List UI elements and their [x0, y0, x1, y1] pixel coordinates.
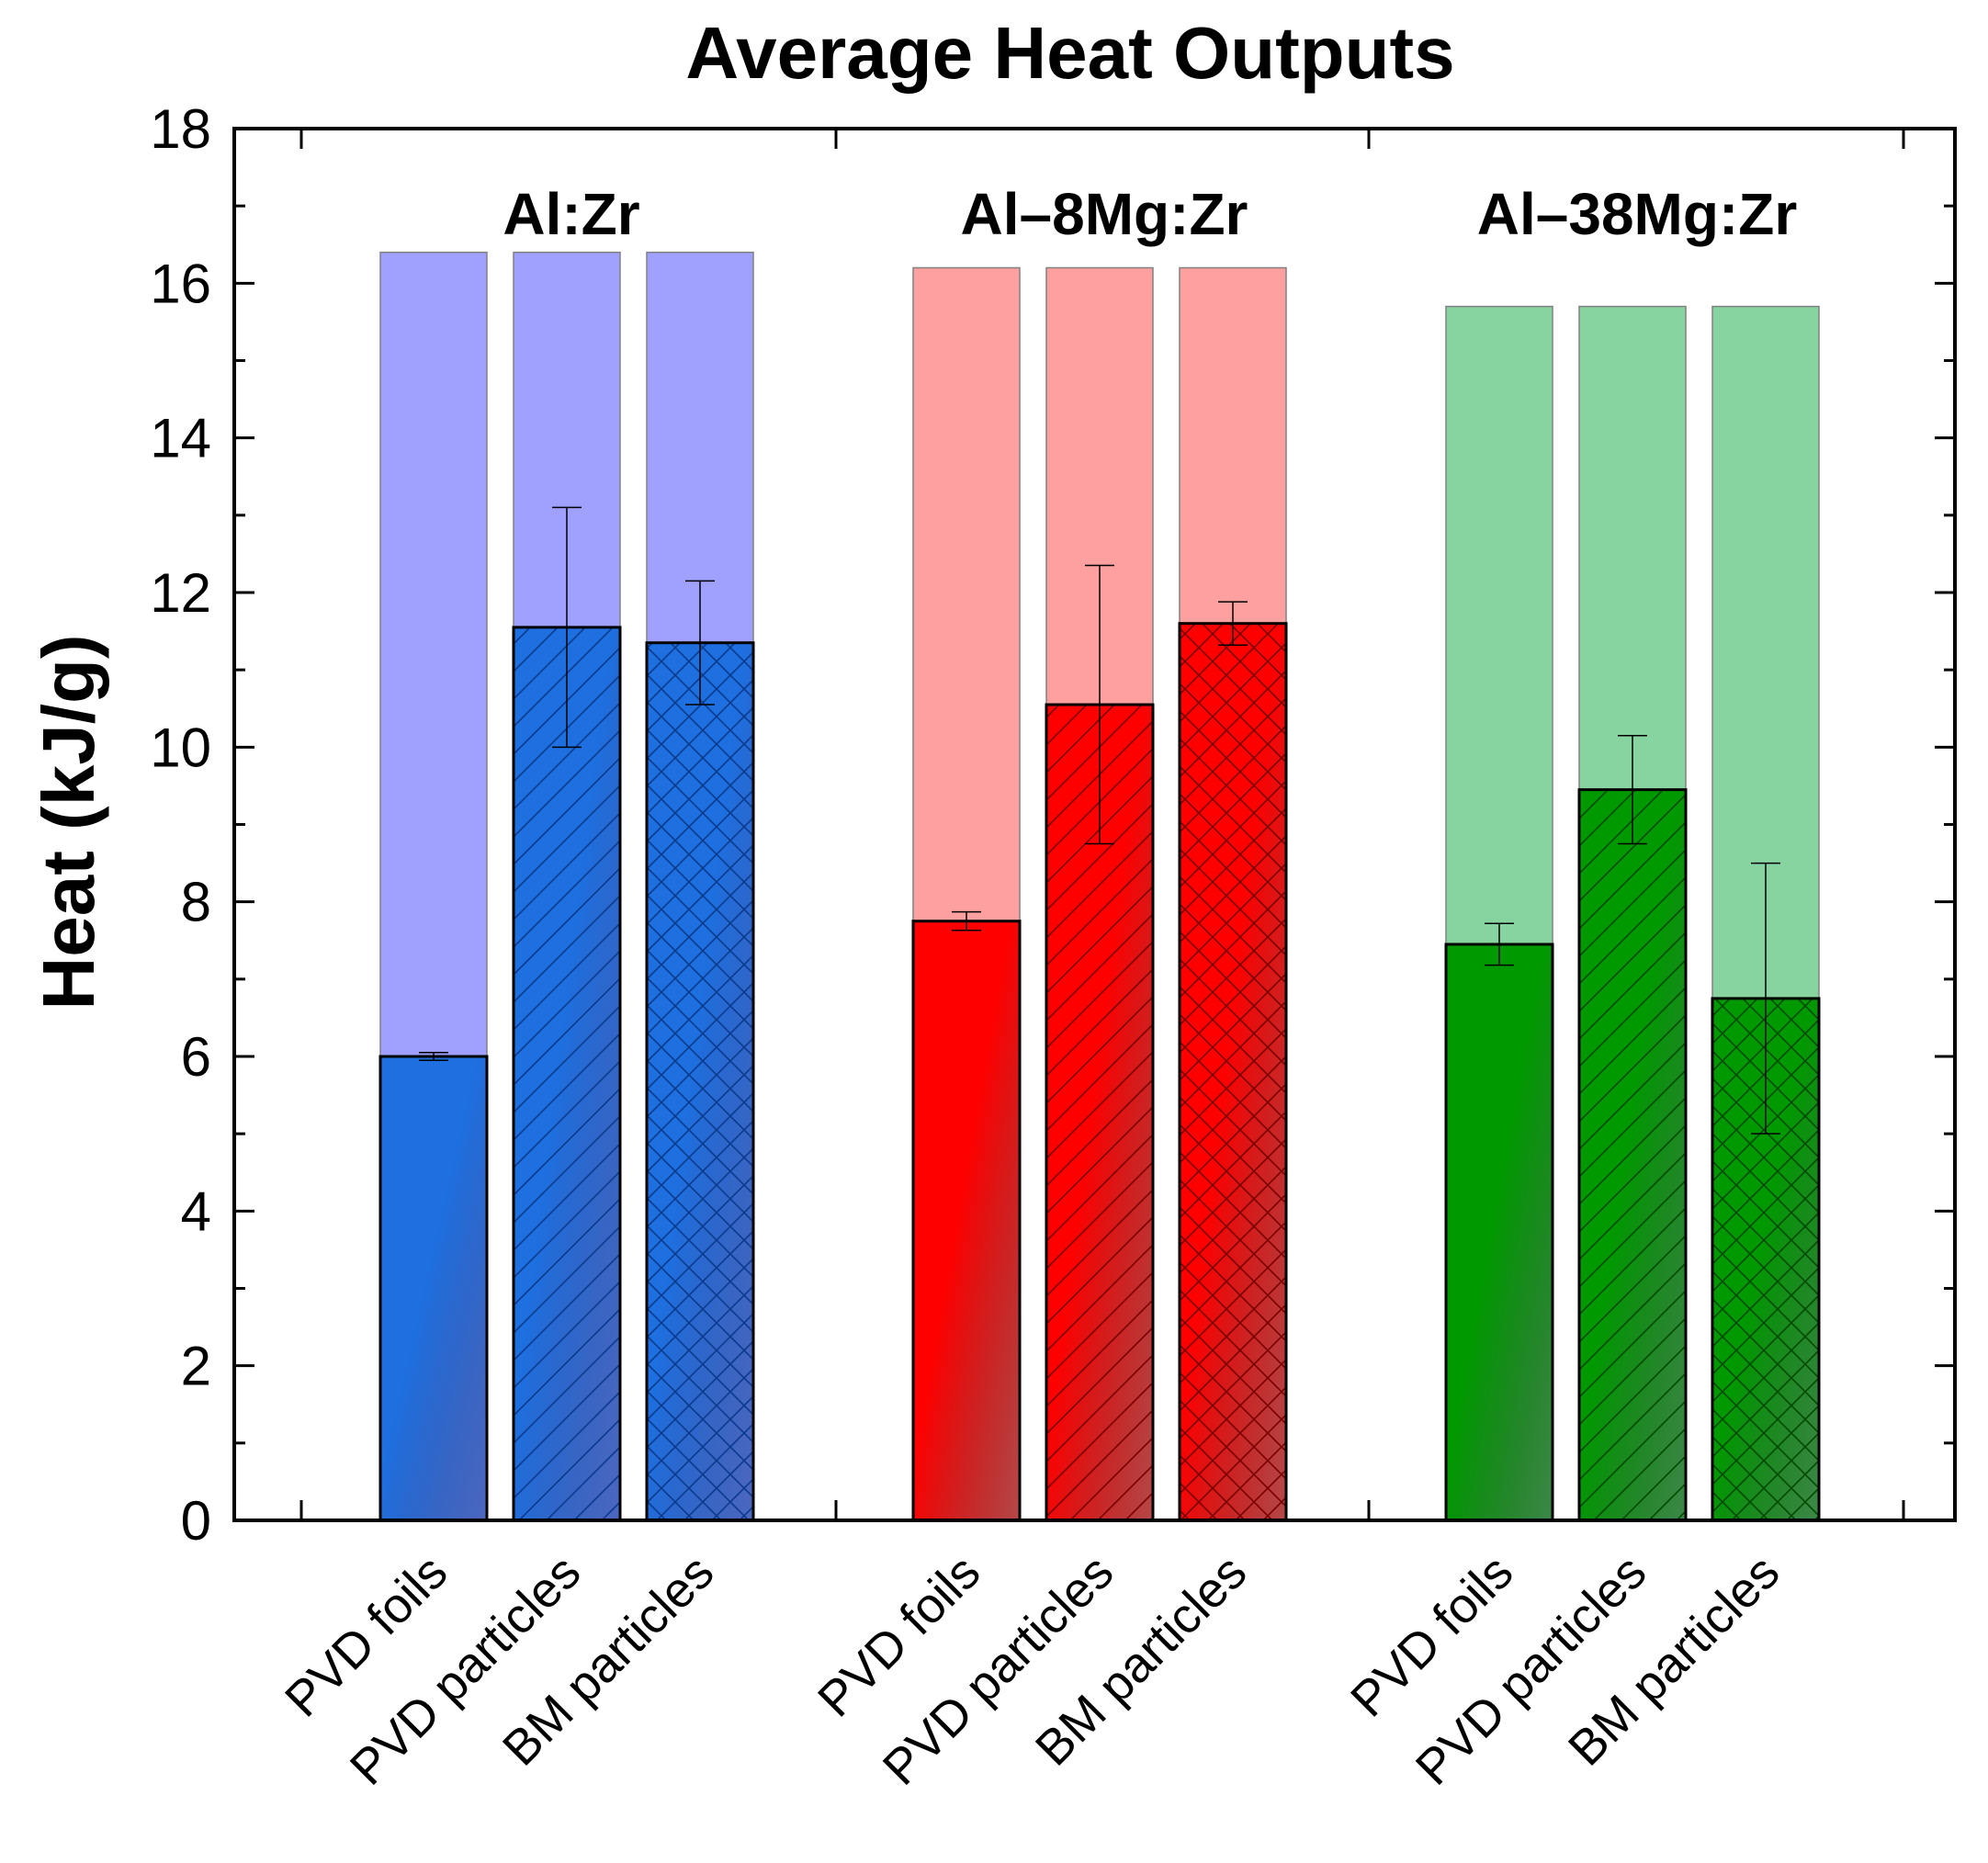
y-tick-label: 18	[150, 98, 211, 160]
bar-hatch	[647, 642, 753, 1520]
y-tick-label: 16	[150, 253, 211, 314]
bar-hatch	[1180, 623, 1286, 1520]
group-label: Al–8Mg:Zr	[961, 181, 1248, 247]
category-label: PVD particles	[340, 1544, 592, 1796]
y-tick-label: 12	[150, 562, 211, 624]
bar-base	[1446, 943, 1553, 1520]
error-bar	[419, 1052, 448, 1061]
bar-base	[913, 920, 1020, 1520]
group-label: Al:Zr	[503, 181, 639, 247]
error-bar	[952, 910, 981, 932]
group-label: Al–38Mg:Zr	[1477, 181, 1798, 247]
y-ticks: 0 2 4 6 8 10 12 14 16 18	[150, 98, 1955, 1552]
error-bar	[552, 506, 582, 749]
error-bar	[1485, 922, 1514, 966]
y-tick-label: 4	[181, 1180, 211, 1242]
error-bars	[419, 506, 1780, 1135]
y-axis-label: Heat (kJ/g)	[28, 635, 109, 1011]
bar-hatch	[514, 627, 620, 1520]
category-label: PVD particles	[1406, 1544, 1657, 1796]
y-tick-label: 8	[181, 872, 211, 933]
y-tick-label: 14	[150, 408, 211, 469]
y-tick-label: 10	[150, 717, 211, 778]
chart-title: Average Heat Outputs	[685, 12, 1454, 94]
group-labels: Al:Zr Al–8Mg:Zr Al–38Mg:Zr	[503, 181, 1797, 247]
measured-bars	[378, 622, 1821, 1522]
error-bar	[1751, 862, 1780, 1135]
y-tick-label: 0	[181, 1490, 211, 1552]
error-bar	[1618, 734, 1647, 845]
category-label: PVD particles	[873, 1544, 1124, 1796]
error-bar	[1085, 564, 1114, 845]
bar-base	[380, 1056, 487, 1520]
error-bar	[685, 580, 715, 706]
y-tick-label: 2	[181, 1336, 211, 1397]
y-tick-label: 6	[181, 1026, 211, 1088]
bar-hatch	[1579, 789, 1686, 1520]
error-bar	[1218, 601, 1248, 646]
